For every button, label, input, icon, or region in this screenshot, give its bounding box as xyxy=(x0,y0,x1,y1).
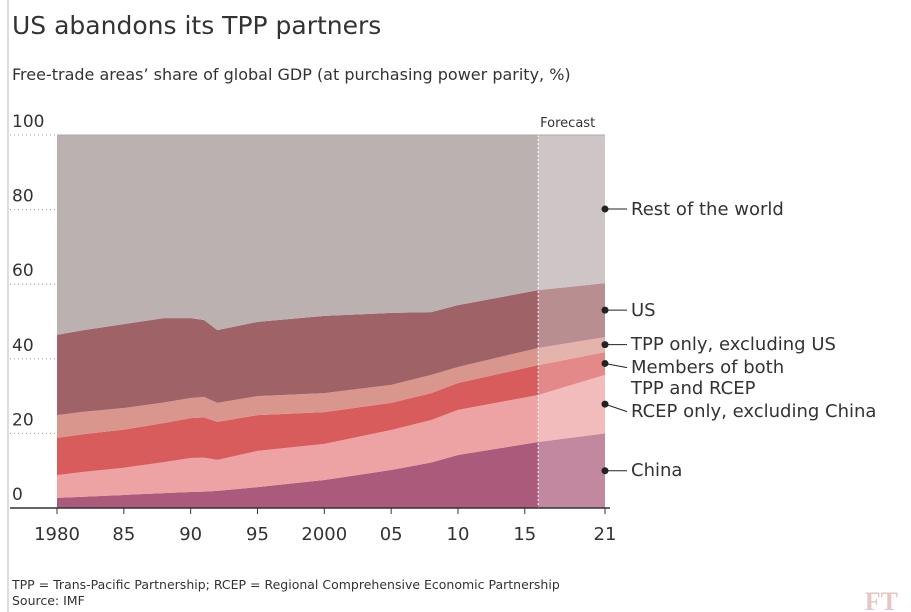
series-label: TPP only, excluding US xyxy=(631,334,836,356)
annotation: Forecast xyxy=(540,116,595,131)
area xyxy=(57,135,605,335)
chart-title: US abandons its TPP partners xyxy=(12,11,381,40)
y-tick-label: 80 xyxy=(12,187,34,207)
x-tick-label: 15 xyxy=(513,524,536,545)
label-leader xyxy=(604,403,628,413)
series-label: Rest of the world xyxy=(631,198,784,220)
y-tick-label: 40 xyxy=(12,336,34,356)
x-tick-label: 2000 xyxy=(301,524,347,545)
x-tick-label: 10 xyxy=(447,524,470,545)
label-leader xyxy=(604,362,628,369)
footnote: TPP = Trans-Pacific Partnership; RCEP = … xyxy=(11,577,560,592)
x-tick-label: 90 xyxy=(179,524,202,545)
area xyxy=(57,283,605,416)
area xyxy=(57,337,605,438)
x-tick-label: 1980 xyxy=(34,524,80,545)
area xyxy=(57,433,605,508)
x-tick-label: 21 xyxy=(594,524,617,545)
y-tick-label: 20 xyxy=(12,410,34,430)
y-tick-label: 0 xyxy=(12,485,23,505)
x-tick-label: 95 xyxy=(246,524,269,545)
source: Source: IMF xyxy=(12,593,85,608)
series-label: Members of both TPP and RCEP xyxy=(631,357,785,400)
area xyxy=(57,374,605,498)
logo: FT xyxy=(865,587,898,612)
series-label: US xyxy=(631,299,656,321)
x-tick-label: 85 xyxy=(112,524,135,545)
x-tick-label: 05 xyxy=(380,524,403,545)
series-label: RCEP only, excluding China xyxy=(631,401,877,423)
forecast-shade xyxy=(538,135,605,508)
y-tick-label: 60 xyxy=(12,261,34,281)
area xyxy=(57,352,605,476)
chart-subtitle: Free-trade areas’ share of global GDP (a… xyxy=(12,65,571,84)
series-label: China xyxy=(631,460,683,482)
y-tick-label: 100 xyxy=(12,112,44,132)
